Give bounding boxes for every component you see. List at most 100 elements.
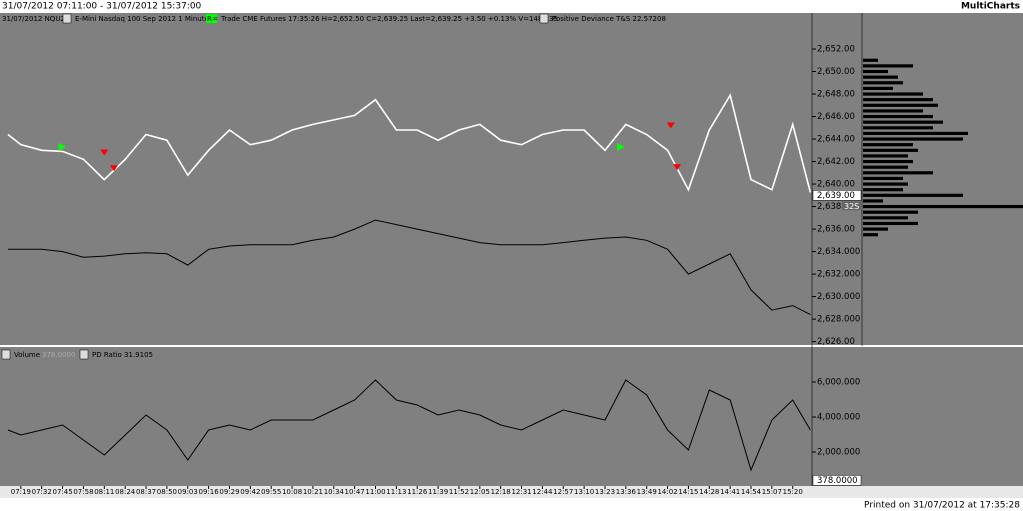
x-tick-label: 07:32 <box>32 488 52 496</box>
y-tick-label: 2,628.000 <box>817 315 860 325</box>
app-name: MultiCharts <box>961 2 1020 12</box>
x-tick-label: 09:16 <box>199 488 220 496</box>
signal <box>109 165 118 172</box>
x-tick-label: 14:15 <box>678 488 698 496</box>
legend-volume: Volume <box>14 351 40 359</box>
range-title: 31/07/2012 07:11:00 - 31/07/2012 15:37:0… <box>2 2 202 12</box>
x-tick-label: 10:47 <box>345 488 365 496</box>
legend-instrument: E-Mini Nasdaq 100 Sep 2012 1 Minute <box>75 15 209 23</box>
y-tick-label: 2,644.00 <box>817 135 855 145</box>
profile-bar <box>863 204 1023 209</box>
profile-bar <box>863 176 903 181</box>
last-box <box>812 475 862 486</box>
series-line <box>7 93 812 193</box>
y-tick-label: 2,632.000 <box>817 270 860 280</box>
x-tick-label: 08:37 <box>136 488 156 496</box>
x-tick-label: 12:44 <box>532 488 553 496</box>
y-tick-label: 2,630.000 <box>817 292 860 302</box>
profile-bar <box>863 165 908 169</box>
legend-volume-value: 378.0000 <box>42 351 75 359</box>
x-tick-label: 14:54 <box>741 488 762 496</box>
x-tick-label: 11:52 <box>449 488 469 496</box>
x-tick-label: 10:34 <box>324 488 345 496</box>
x-tick-label: 13:23 <box>595 488 615 496</box>
legend-quote: Trade CME Futures 17:35:26 H=2,652.50 C=… <box>220 15 558 23</box>
time-axis-bg <box>0 486 1023 498</box>
y-tick-label: 2,638 <box>817 202 841 212</box>
profile-bar <box>863 126 933 130</box>
close-box[interactable] <box>79 349 89 360</box>
profile-bar <box>863 69 888 74</box>
profile-bar <box>863 199 883 203</box>
profile-bar <box>863 92 923 96</box>
profile-bar <box>863 159 913 164</box>
y-tick-label: 2,636.00 <box>817 225 855 235</box>
x-tick-label: 11:26 <box>407 488 428 496</box>
profile-bar <box>863 75 898 79</box>
series-line <box>7 379 811 472</box>
x-tick-label: 10:08 <box>282 488 302 496</box>
profile-bar <box>863 233 878 237</box>
chart-bg <box>0 13 1023 486</box>
y-tick-label: 2,634.000 <box>817 247 860 257</box>
close-box[interactable] <box>539 13 549 24</box>
y-tick-label: 2,640.00 <box>817 180 855 190</box>
x-tick-label: 09:29 <box>219 488 239 496</box>
x-tick-label: 09:03 <box>178 488 198 496</box>
x-tick-label: 08:11 <box>94 488 114 496</box>
y-tick-label: 2,652.00 <box>817 45 855 55</box>
x-tick-label: 07:58 <box>73 488 93 496</box>
timer: 32S <box>844 202 859 211</box>
y-tick-label: 2,000.000 <box>817 447 860 457</box>
x-tick-label: 07:19 <box>11 488 31 496</box>
profile-bar <box>863 148 918 152</box>
legend-pd: PD Ratio 31.9105 <box>92 351 153 359</box>
legend-study: Positive Deviance T&S 22.57208 <box>552 15 666 23</box>
profile-bar <box>863 103 938 107</box>
profile-bar <box>863 143 913 147</box>
profile-bar <box>863 64 913 68</box>
y-tick-label: 2,642.00 <box>817 157 855 167</box>
last-label: 2,639.00 <box>817 191 855 201</box>
x-tick-label: 15:07 <box>762 488 782 496</box>
profile-bar <box>863 193 963 197</box>
x-tick-label: 08:24 <box>115 488 136 496</box>
signal <box>100 149 109 156</box>
profile-bar <box>863 58 878 62</box>
x-tick-label: 12:05 <box>470 488 490 496</box>
x-tick-label: 09:42 <box>240 488 260 496</box>
x-tick-label: 10:21 <box>303 488 323 496</box>
close-box[interactable] <box>1 349 11 360</box>
x-tick-label: 09:55 <box>261 488 281 496</box>
x-tick-label: 11:00 <box>365 488 385 496</box>
timer-bg <box>842 201 862 211</box>
last-box <box>812 190 862 201</box>
x-tick-label: 13:36 <box>616 488 637 496</box>
last-label: 378.0000 <box>817 476 858 486</box>
profile-bar <box>863 86 893 91</box>
badge-bg <box>206 14 217 23</box>
y-tick-label: 2,646.00 <box>817 112 855 122</box>
signal <box>666 122 675 129</box>
x-tick-label: 11:13 <box>386 488 406 496</box>
series-line <box>8 219 811 316</box>
profile-bar <box>863 137 963 141</box>
profile-bar <box>863 210 918 214</box>
y-tick-label: 2,648.00 <box>817 90 855 100</box>
profile-bar <box>863 131 968 136</box>
x-tick-label: 15:20 <box>783 488 803 496</box>
legend-badge: R= <box>207 15 218 23</box>
x-tick-label: 07:45 <box>52 488 72 496</box>
profile-bar <box>863 171 933 175</box>
x-tick-label: 14:02 <box>657 488 677 496</box>
profile-bar <box>863 188 903 192</box>
profile-bar <box>863 216 908 220</box>
profile-bar <box>863 182 908 186</box>
close-box[interactable] <box>62 13 72 24</box>
x-tick-label: 12:57 <box>553 488 573 496</box>
profile-bar <box>863 98 933 102</box>
y-tick-label: 2,650.00 <box>817 67 855 77</box>
x-tick-label: 14:41 <box>720 488 740 496</box>
